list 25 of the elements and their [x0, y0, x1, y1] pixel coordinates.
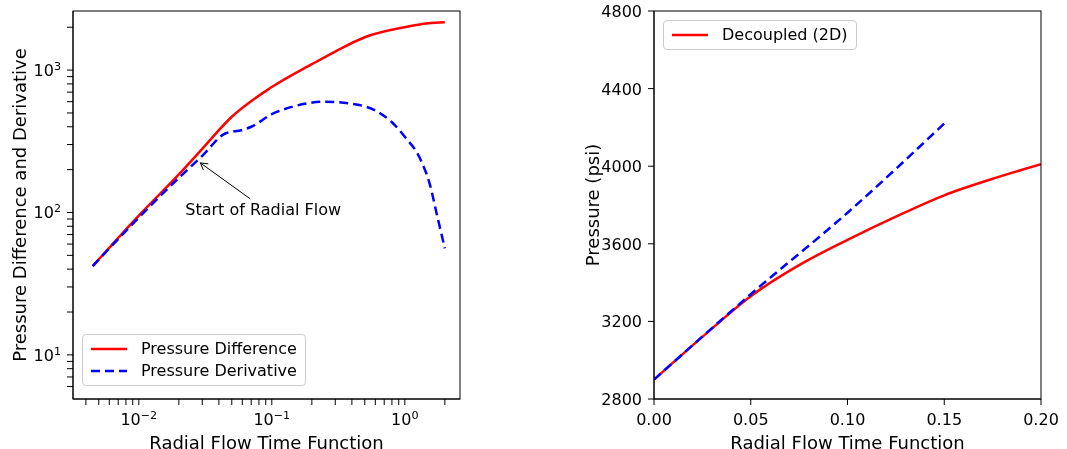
x-tick-label: 0.10 [829, 410, 866, 429]
x-tick-label: 0.00 [636, 410, 672, 429]
x-tick-label: 10$^{0}$ [391, 408, 419, 429]
x-tick-label: 0.20 [1023, 410, 1059, 429]
legend-label: Pressure Derivative [141, 360, 297, 382]
y-axis-title: Pressure (psi) [582, 143, 603, 267]
y-tick-label: 10$^{1}$ [33, 344, 61, 365]
y-tick-label: 10$^{2}$ [33, 201, 61, 223]
legend-label: Pressure Difference [141, 338, 297, 360]
y-tick-label: 4800 [601, 2, 642, 21]
y-axis-title: Pressure Difference and Derivative [9, 48, 30, 362]
x-axis-title: Radial Flow Time Function [730, 432, 965, 449]
legend-label: Decoupled (2D) [722, 24, 848, 46]
y-tick-label: 4400 [601, 79, 642, 99]
x-axis-title: Radial Flow Time Function [149, 432, 384, 449]
line-series [654, 122, 946, 381]
x-tick-label: 0.15 [926, 410, 963, 429]
x-tick-label: 10$^{−2}$ [120, 408, 158, 429]
y-tick-label: 3200 [601, 312, 642, 332]
y-tick-label: 10$^{3}$ [33, 59, 61, 81]
y-tick-label: 2800 [601, 390, 642, 409]
x-tick-label: 10$^{−1}$ [253, 408, 291, 429]
y-tick-label: 3600 [601, 234, 642, 254]
x-tick-label: 0.05 [732, 410, 769, 429]
annotation: Start of Radial Flow [185, 199, 342, 219]
